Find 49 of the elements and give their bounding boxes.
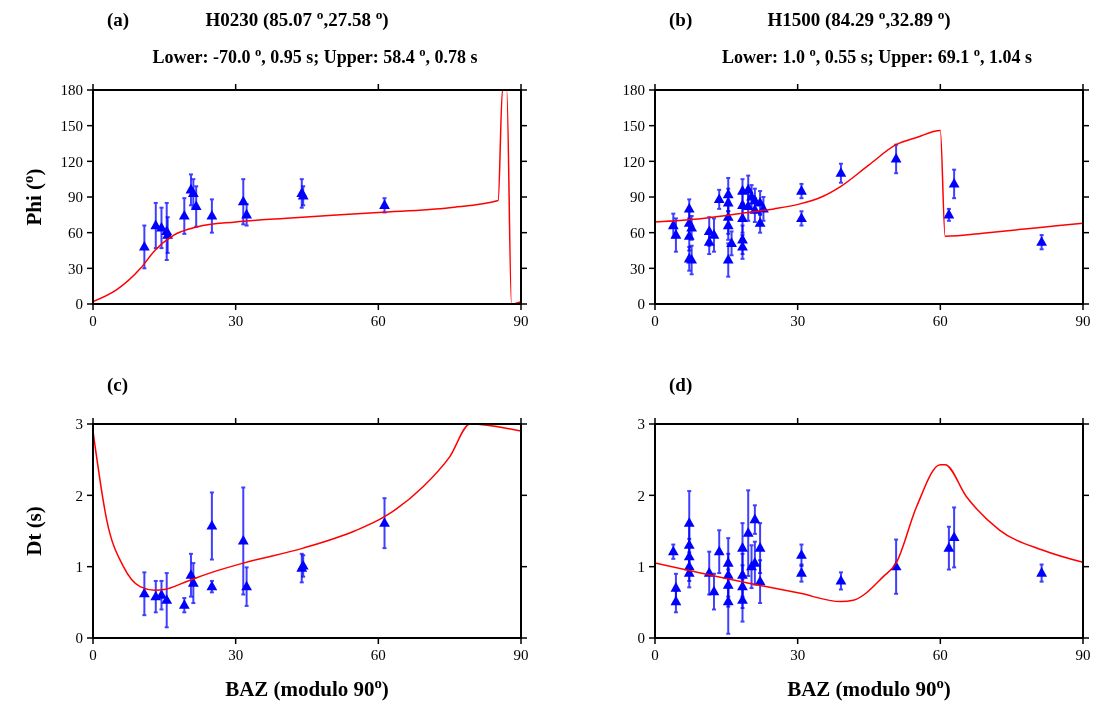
y-tick-label: 150 (622, 117, 645, 134)
y-tick-label: 90 (68, 189, 83, 206)
x-tick-label: 30 (228, 647, 244, 663)
y-tick-label: 3 (75, 416, 83, 433)
x-tick-label: 60 (370, 313, 386, 329)
chart-subtitle: Lower: 1.0 $^{o}$, 0.55 s; Upper: 69.1 $^{o}$, 1.04 s (721, 45, 1033, 67)
text: (a) (107, 9, 130, 31)
chart-title: H1500 (84.29 $^{o}$,32.89 $^{o}$) (767, 6, 951, 31)
y-tick-label: 0 (75, 296, 83, 313)
x-tick-label: 30 (228, 313, 244, 329)
y-tick-label: 90 (630, 189, 645, 206)
x-tick-label: 0 (89, 647, 97, 663)
x-tick-label: 60 (932, 647, 948, 663)
y-tick-label: 150 (60, 117, 83, 134)
x-tick-label: 60 (370, 647, 386, 663)
x-tick-label: 30 (790, 313, 806, 329)
y-tick-label: 180 (622, 82, 645, 99)
text: (d) (669, 374, 693, 396)
y-tick-label: 2 (75, 487, 83, 504)
y-tick-label: 1 (637, 558, 645, 575)
y-tick-label: 1 (75, 558, 83, 575)
y-tick-label: 120 (622, 153, 645, 170)
y-tick-label: 0 (75, 630, 83, 647)
x-tick-label: 90 (1075, 647, 1091, 663)
x-axis-title: BAZ (modulo 90$^{o}$) (225, 675, 389, 701)
y-tick-label: 120 (60, 153, 83, 170)
x-tick-label: 60 (932, 313, 948, 329)
x-tick-label: 0 (89, 313, 97, 329)
y-tick-label: 0 (637, 630, 645, 647)
x-tick-label: 0 (651, 647, 659, 663)
y-tick-label: 60 (630, 224, 645, 241)
x-tick-label: 90 (513, 313, 529, 329)
x-axis-title: BAZ (modulo 90$^{o}$) (787, 675, 951, 701)
text: (b) (669, 9, 693, 31)
text: (c) (107, 374, 129, 396)
x-tick-label: 30 (790, 647, 806, 663)
y-axis-title: Dt (s) (22, 506, 46, 556)
y-tick-label: 3 (637, 416, 645, 433)
y-tick-label: 30 (68, 260, 83, 277)
chart-title: H0230 (85.07 $^{o}$,27.58 $^{o}$) (205, 6, 389, 31)
y-tick-label: 180 (60, 82, 83, 99)
x-tick-label: 90 (513, 647, 529, 663)
y-tick-label: 2 (637, 487, 645, 504)
x-tick-label: 0 (651, 313, 659, 329)
y-tick-label: 60 (68, 224, 83, 241)
y-tick-label: 30 (630, 260, 645, 277)
x-tick-label: 90 (1075, 313, 1091, 329)
chart-subtitle: Lower: -70.0 $^{o}$, 0.95 s; Upper: 58.4 $^{o}$, 0.78 s (152, 45, 478, 67)
y-tick-label: 0 (637, 296, 645, 313)
